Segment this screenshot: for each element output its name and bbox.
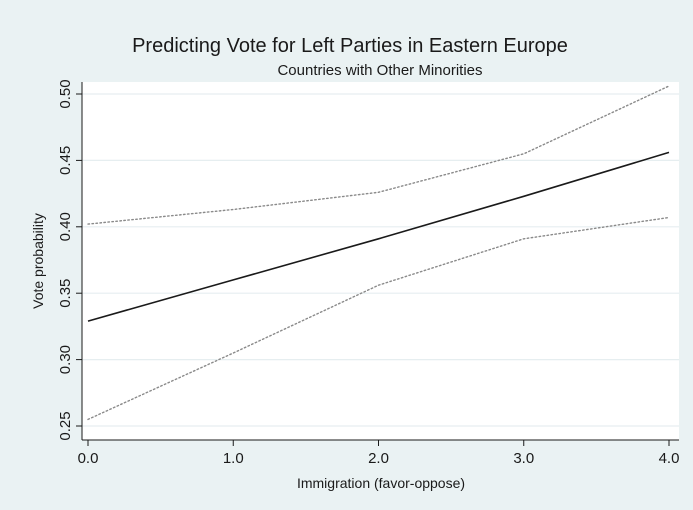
tick-labels: 0.0 1.0 2.0 3.0 4.0 0.25 0.30 0.35 0.40 0.45 0.50 — [57, 79, 679, 467]
y-tick-label-4: 0.45 — [57, 146, 74, 175]
x-tick-label-4: 4.0 — [659, 450, 680, 467]
x-tick-label-0: 0.0 — [78, 450, 99, 467]
x-tick-label-3: 3.0 — [513, 450, 534, 467]
grid-lines — [82, 93, 679, 427]
series-group — [87, 85, 670, 421]
series-line-estimate — [87, 151, 670, 322]
chart-title: Predicting Vote for Left Parties in East… — [132, 35, 568, 57]
y-tick-label-1: 0.30 — [57, 345, 74, 374]
x-tick-label-1: 1.0 — [223, 450, 244, 467]
axes — [76, 82, 679, 446]
y-tick-label-3: 0.40 — [57, 212, 74, 241]
x-tick-label-2: 2.0 — [368, 450, 389, 467]
y-tick-label-2: 0.35 — [57, 279, 74, 308]
y-tick-label-0: 0.25 — [57, 411, 74, 440]
series-line-lower-bound — [87, 216, 670, 421]
plot-area — [82, 82, 679, 440]
y-tick-label-5: 0.50 — [57, 79, 74, 108]
series-line-upper-bound — [87, 85, 670, 225]
x-axis-label: Immigration (favor-oppose) — [297, 475, 465, 491]
y-axis-label: Vote probability — [30, 213, 46, 309]
chart-subtitle: Countries with Other Minorities — [277, 62, 482, 79]
